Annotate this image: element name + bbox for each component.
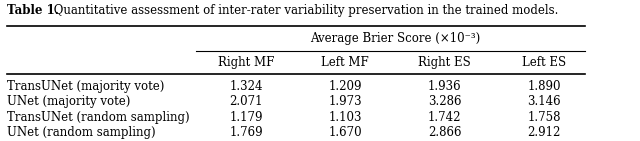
- Text: 2.071: 2.071: [229, 95, 263, 108]
- Text: TransUNet (majority vote): TransUNet (majority vote): [6, 80, 164, 93]
- Text: 3.146: 3.146: [527, 95, 561, 108]
- Text: 1.324: 1.324: [229, 80, 263, 93]
- Text: Right MF: Right MF: [218, 56, 274, 69]
- Text: 1.209: 1.209: [328, 80, 362, 93]
- Text: 2.866: 2.866: [428, 126, 461, 139]
- Text: Left MF: Left MF: [321, 56, 369, 69]
- Text: 1.179: 1.179: [229, 111, 263, 124]
- Text: 1.890: 1.890: [527, 80, 561, 93]
- Text: 1.769: 1.769: [229, 126, 263, 139]
- Text: Quantitative assessment of inter-rater variability preservation in the trained m: Quantitative assessment of inter-rater v…: [51, 4, 559, 17]
- Text: UNet (majority vote): UNet (majority vote): [6, 95, 130, 108]
- Text: 1.742: 1.742: [428, 111, 461, 124]
- Text: 1.973: 1.973: [328, 95, 362, 108]
- Text: Right ES: Right ES: [418, 56, 471, 69]
- Text: Table 1.: Table 1.: [6, 4, 58, 17]
- Text: 1.758: 1.758: [527, 111, 561, 124]
- Text: 2.912: 2.912: [527, 126, 561, 139]
- Text: 3.286: 3.286: [428, 95, 461, 108]
- Text: Left ES: Left ES: [522, 56, 566, 69]
- Text: Average Brier Score (×10⁻³): Average Brier Score (×10⁻³): [310, 32, 480, 45]
- Text: 1.936: 1.936: [428, 80, 461, 93]
- Text: UNet (random sampling): UNet (random sampling): [6, 126, 155, 139]
- Text: TransUNet (random sampling): TransUNet (random sampling): [6, 111, 189, 124]
- Text: 1.103: 1.103: [328, 111, 362, 124]
- Text: 1.670: 1.670: [328, 126, 362, 139]
